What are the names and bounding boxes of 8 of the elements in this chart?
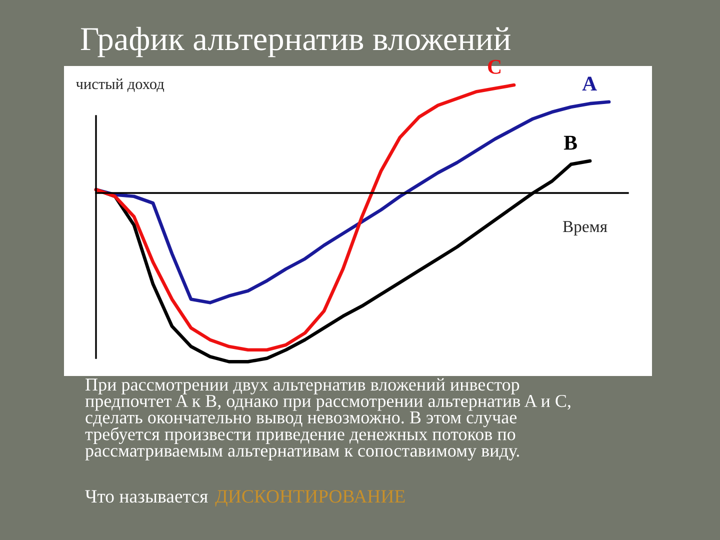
series-label: A [582, 76, 597, 91]
text: ДИСКОНТИРОВАНИЕ [215, 490, 405, 506]
text: При рассмотрении двух альтернатив вложений инвестор предпочтет A к B, однако при рассмотрении альтернатив A и C, сделать окончательно вывод невозможно. В этом случае требуется произвести приведение денежных потоков по рассматриваемым альтернативам к сопоставимому виду. [85, 378, 570, 460]
text: Что называется [85, 490, 208, 503]
x-axis-title: Время [562, 221, 608, 236]
y-axis-title: чистый доход [76, 78, 164, 92]
series-label: B [564, 136, 577, 150]
chart-title: График альтернатив вложений [80, 26, 510, 58]
